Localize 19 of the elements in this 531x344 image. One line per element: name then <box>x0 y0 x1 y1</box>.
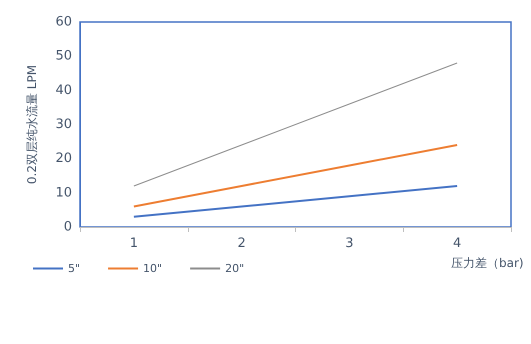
y-tick-label: 10 <box>55 185 72 200</box>
x-tick-label: 4 <box>452 236 462 251</box>
y-tick-label: 60 <box>55 14 72 30</box>
line-series <box>133 62 458 186</box>
y-tick-label: 40 <box>55 82 72 98</box>
line-series <box>132 144 458 208</box>
x-tick-label: 1 <box>130 236 138 251</box>
x-tick-label: 2 <box>237 236 246 251</box>
x-tick-label: 3 <box>345 236 354 251</box>
y-tick-label: 0 <box>64 220 72 234</box>
legend-label: 20" <box>225 262 244 275</box>
y-tick-label: 30 <box>55 117 72 132</box>
legend-label: 5" <box>68 262 80 275</box>
y-axis-title: 0.2双层纯水流量 LPM <box>25 64 39 184</box>
y-tick-label: 20 <box>55 151 72 166</box>
x-axis-title: 压力差（bar) <box>451 256 524 270</box>
line-series <box>132 185 458 218</box>
y-tick-label: 50 <box>55 48 72 64</box>
legend-label: 10" <box>143 262 162 275</box>
